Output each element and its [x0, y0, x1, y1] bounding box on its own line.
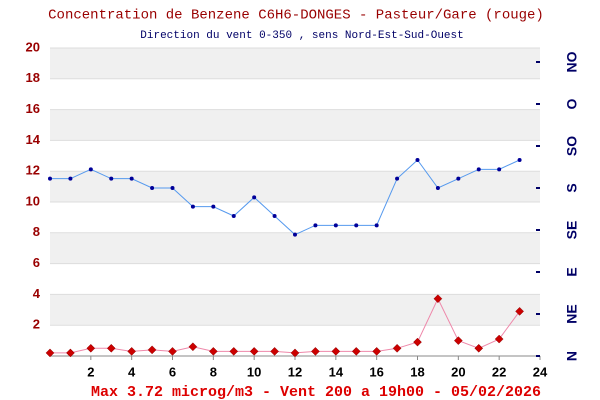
point [333, 223, 338, 228]
point [474, 343, 484, 353]
point [413, 337, 422, 347]
x-tick-label: 20 [451, 364, 465, 379]
point [374, 223, 379, 228]
y-tick-label: 12 [26, 163, 40, 178]
point [293, 232, 297, 237]
point [252, 195, 257, 200]
y-tick-label: 20 [26, 39, 40, 54]
point [127, 347, 137, 356]
band [50, 48, 540, 79]
point [272, 214, 277, 218]
series-line [50, 159, 520, 236]
point [435, 186, 440, 190]
y2-tick-label: N [564, 351, 580, 361]
band [50, 294, 540, 326]
point [415, 158, 420, 162]
point [494, 334, 504, 344]
point [48, 176, 52, 181]
point [88, 167, 93, 172]
y-tick-label: 16 [26, 101, 40, 116]
point [188, 342, 198, 352]
point [68, 176, 73, 181]
y-tick-label: 2 [33, 317, 40, 332]
point [170, 186, 175, 190]
point [129, 176, 134, 181]
y-tick-label: 8 [33, 224, 40, 239]
point [147, 345, 157, 355]
point [313, 223, 318, 228]
x-tick-label: 12 [288, 364, 302, 379]
chart-title: Concentration de Benzene C6H6-DONGES - P… [48, 8, 544, 24]
point [351, 347, 361, 356]
x-tick-label: 4 [128, 364, 136, 379]
band [50, 109, 540, 141]
band [50, 171, 540, 202]
chart-footer: Max 3.72 microg/m3 - Vent 200 a 19h00 - … [91, 384, 541, 400]
point [231, 214, 236, 218]
y2-tick-label: NO [564, 51, 580, 72]
point [229, 347, 239, 356]
y2-tick-label: S [564, 183, 580, 192]
point [150, 186, 155, 190]
point [290, 348, 300, 358]
y-tick-label: 14 [26, 132, 41, 147]
chart-subtitle: Direction du vent 0-350 , sens Nord-Est-… [140, 30, 463, 42]
point [249, 347, 259, 356]
point [517, 158, 522, 162]
point [190, 204, 195, 209]
point [392, 343, 402, 353]
x-tick-label: 24 [533, 364, 548, 379]
point [515, 306, 524, 316]
point [45, 348, 55, 358]
point [66, 348, 75, 358]
point [208, 347, 218, 356]
y-tick-label: 4 [33, 286, 41, 301]
x-tick-label: 22 [492, 364, 506, 379]
point [106, 343, 116, 353]
y2-tick-label: SO [564, 136, 580, 156]
band [50, 232, 540, 264]
point [354, 223, 359, 228]
x-tick-label: 18 [410, 364, 424, 379]
x-tick-label: 14 [329, 364, 344, 379]
x-tick-label: 10 [247, 364, 261, 379]
point [311, 347, 320, 356]
point [331, 347, 341, 356]
point [497, 167, 502, 172]
point [453, 336, 463, 345]
point [456, 176, 461, 181]
x-tick-label: 8 [210, 364, 217, 379]
point [211, 204, 216, 209]
y2-tick-label: NE [564, 304, 580, 323]
y-tick-label: 18 [26, 70, 40, 85]
point [168, 347, 177, 356]
y-tick-label: 6 [33, 255, 40, 270]
y2-tick-label: SE [564, 221, 580, 240]
x-tick-label: 16 [369, 364, 383, 379]
y2-tick-label: O [564, 98, 580, 109]
point [109, 176, 114, 181]
point [476, 167, 481, 172]
point [395, 176, 400, 181]
point [270, 347, 279, 356]
x-tick-label: 6 [169, 364, 176, 379]
point [372, 347, 382, 356]
point [86, 343, 96, 353]
y2-tick-label: E [564, 267, 580, 276]
point [433, 294, 443, 304]
x-tick-label: 2 [87, 364, 94, 379]
y-tick-label: 10 [26, 193, 40, 208]
